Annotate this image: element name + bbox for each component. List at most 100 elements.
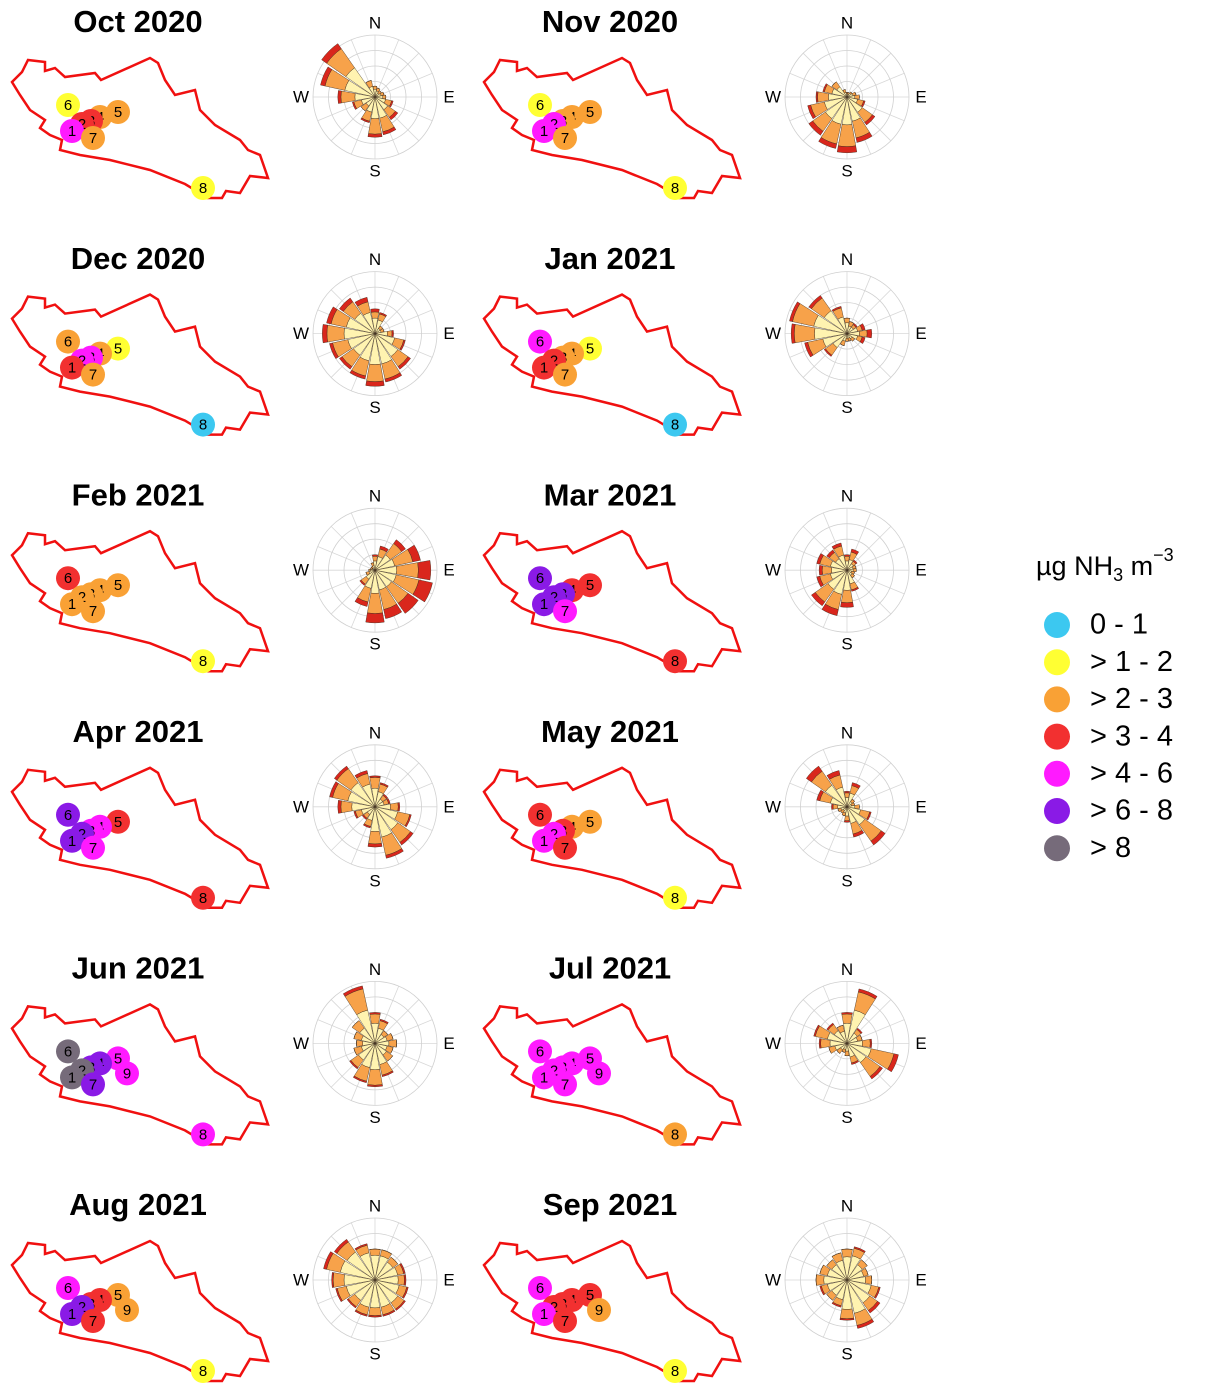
- site-label: 8: [671, 180, 679, 197]
- rose-segment: [381, 1070, 394, 1077]
- rose-segment: [362, 814, 368, 820]
- rose-segment: [887, 1053, 899, 1073]
- rose-segment: [397, 802, 401, 812]
- rose-segment: [816, 789, 824, 802]
- site-label: 8: [199, 890, 207, 907]
- legend-swatch: [1044, 798, 1070, 824]
- compass-label: S: [369, 161, 380, 180]
- rose-segment: [329, 781, 339, 798]
- rose-segment: [393, 539, 406, 552]
- rose-segment: [816, 575, 824, 588]
- rose-segment: [354, 297, 369, 307]
- rose-segment: [841, 1012, 853, 1015]
- rose-segment: [367, 1069, 383, 1086]
- rose-segment: [337, 90, 342, 104]
- rose-segment: [382, 91, 385, 96]
- rose-segment: [844, 556, 850, 562]
- rose-segment: [852, 559, 858, 565]
- site-marker: [528, 1039, 552, 1064]
- rose-segment: [841, 1051, 846, 1053]
- site-label: 6: [64, 1043, 72, 1060]
- panel-title: Sep 2021: [543, 1187, 677, 1222]
- rose-segment: [385, 848, 404, 859]
- rose-segment: [382, 793, 388, 800]
- rose-segment: [808, 120, 824, 136]
- rose-segment: [844, 554, 850, 557]
- rose-segment: [369, 1012, 381, 1015]
- rose-segment: [354, 1243, 368, 1251]
- site-marker: [56, 93, 80, 117]
- rose-segment: [390, 1033, 394, 1040]
- rose-segment: [851, 91, 857, 96]
- site-marker: [191, 176, 215, 200]
- panel-title: Aug 2021: [69, 1187, 207, 1222]
- legend-label: > 2 - 3: [1090, 683, 1173, 715]
- rose-segment: [407, 544, 421, 563]
- site-marker: [106, 809, 130, 834]
- rose-segment: [869, 1066, 883, 1080]
- site-label: 5: [586, 1287, 594, 1304]
- grid-ring: [312, 271, 438, 397]
- rose-segment: [369, 1013, 381, 1024]
- site-marker: [115, 1061, 139, 1086]
- rose-segment: [854, 565, 857, 569]
- rose-segment: [326, 324, 345, 343]
- map-outline: [10, 1002, 270, 1146]
- compass-label: N: [841, 13, 853, 32]
- rose-segment: [815, 1274, 825, 1286]
- site-marker: [532, 119, 556, 143]
- compass-label: W: [765, 1034, 781, 1053]
- site-marker: [81, 835, 105, 860]
- rose-segment: [379, 782, 389, 788]
- rose-segment: [356, 1039, 364, 1047]
- site-marker: [553, 835, 577, 860]
- legend-title-part: µg NH: [1036, 551, 1113, 581]
- legend-label: > 3 - 4: [1090, 720, 1173, 752]
- rose-segment: [813, 1024, 820, 1037]
- rose-segment: [867, 1300, 881, 1314]
- rose-segment: [352, 1075, 367, 1084]
- rose-segment: [821, 603, 839, 616]
- site-marker: [532, 592, 556, 617]
- rose-segment: [861, 100, 866, 108]
- rose-segment: [862, 1039, 871, 1048]
- rose-segment: [334, 1239, 349, 1254]
- site-marker: [56, 1276, 80, 1300]
- rose-segment: [379, 545, 389, 553]
- rose-segment: [866, 811, 872, 821]
- map-outline: [10, 293, 270, 436]
- site-label: 6: [536, 1280, 544, 1297]
- compass-label: E: [915, 561, 926, 580]
- grid-ring: [328, 50, 422, 144]
- rose-segment: [820, 1038, 831, 1049]
- rose-segment: [321, 43, 342, 64]
- rose-segment: [379, 90, 382, 93]
- site-label: 5: [114, 1050, 122, 1067]
- legend-swatch: [1044, 723, 1070, 750]
- site-marker: [578, 573, 602, 598]
- rose-segment: [851, 586, 859, 592]
- site-marker: [106, 573, 130, 598]
- site-marker: [81, 362, 105, 387]
- rose-segment: [836, 145, 858, 153]
- rose-segment: [856, 1027, 863, 1034]
- site-marker: [56, 329, 80, 354]
- grid-ring: [312, 507, 438, 633]
- compass-label: W: [293, 87, 309, 106]
- compass-label: E: [443, 87, 454, 106]
- rose-segment: [840, 602, 854, 608]
- rose-segment: [365, 80, 372, 83]
- panel-title: Nov 2020: [542, 4, 678, 39]
- site-label: 8: [199, 653, 207, 670]
- compass-label: S: [369, 635, 380, 654]
- site-marker: [663, 176, 687, 200]
- rose-segment: [399, 1263, 406, 1274]
- panel-title: Feb 2021: [72, 477, 205, 512]
- site-marker: [115, 1298, 139, 1322]
- site-marker: [191, 649, 215, 674]
- site-label: 7: [561, 1313, 569, 1330]
- rose-segment: [342, 985, 364, 997]
- compass-label: S: [369, 398, 380, 417]
- rose-segment: [369, 775, 381, 779]
- site-marker: [578, 100, 602, 124]
